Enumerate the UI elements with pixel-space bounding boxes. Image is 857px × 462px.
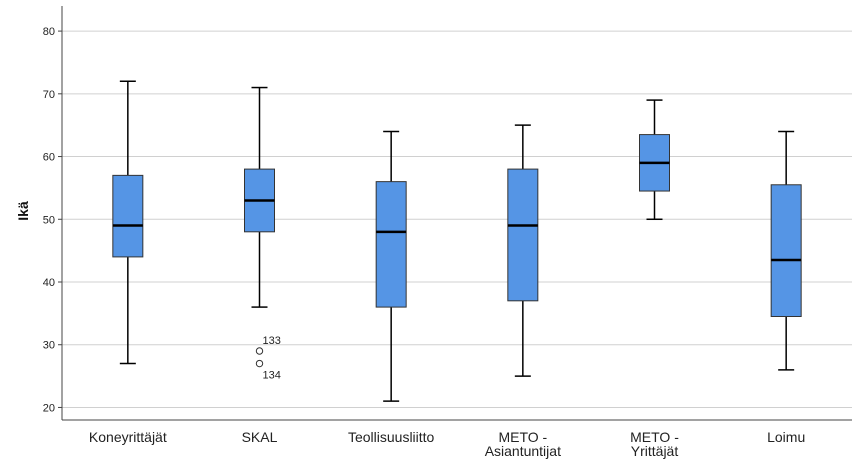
- axes: [58, 6, 852, 421]
- box-group: [770, 130, 802, 371]
- outlier-point: [255, 347, 264, 355]
- y-tick-label: 20: [43, 402, 55, 414]
- box-group: [639, 99, 670, 221]
- outlier-point: [255, 359, 264, 368]
- y-tick-label: 50: [43, 214, 55, 226]
- y-tick-labels: 20 30 40 50 60 70 80: [43, 26, 55, 414]
- category-label: METO -: [630, 429, 679, 445]
- box-series: 133 134: [112, 80, 802, 402]
- category-label: Yrittäjät: [631, 443, 679, 459]
- box-iqr: [112, 174, 144, 258]
- y-tick-label: 60: [43, 152, 55, 164]
- outlier-label: 133: [263, 335, 281, 347]
- category-label: Koneyrittäjät: [89, 429, 167, 445]
- y-axis-title: Ikä: [15, 201, 31, 221]
- box-group: [375, 130, 407, 402]
- category-label: METO -: [498, 429, 547, 445]
- outlier-label: 134: [263, 370, 281, 382]
- y-tick-label: 30: [43, 340, 55, 352]
- box-iqr: [770, 184, 802, 317]
- grid-lines: [62, 30, 852, 408]
- category-label: Asiantuntijat: [485, 443, 561, 459]
- box-group: [112, 80, 144, 365]
- box-group: [507, 124, 539, 377]
- box-iqr: [375, 181, 407, 308]
- category-label: Teollisuusliitto: [348, 429, 435, 445]
- category-labels: Koneyrittäjät SKAL Teollisuusliitto METO -A…: [89, 429, 805, 459]
- box-group: 133 134: [244, 86, 281, 382]
- y-tick-label: 80: [43, 26, 55, 38]
- y-tick-label: 70: [43, 89, 55, 101]
- category-label: Loimu: [767, 429, 805, 445]
- category-label: SKAL: [242, 429, 278, 445]
- y-tick-label: 40: [43, 277, 55, 289]
- box-iqr: [507, 168, 539, 302]
